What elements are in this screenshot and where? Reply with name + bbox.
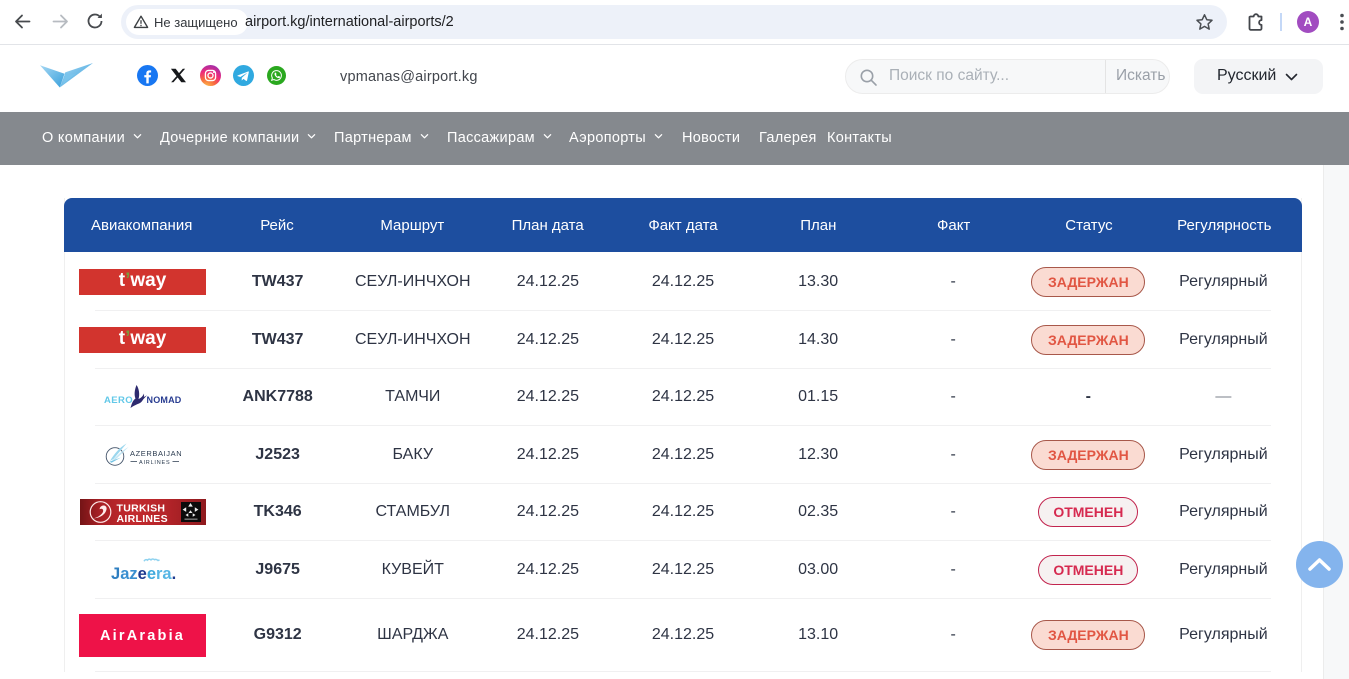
svg-text:NOMAD: NOMAD [146, 395, 181, 405]
svg-text:AERO: AERO [104, 395, 133, 406]
svg-text:Jazeera.: Jazeera. [111, 565, 176, 583]
svg-text:AZERBAIJAN: AZERBAIJAN [130, 449, 181, 458]
svg-text:AIRLINES: AIRLINES [116, 513, 167, 525]
svg-text:AIRLINES: AIRLINES [139, 460, 170, 466]
svg-text:TURKISH: TURKISH [116, 503, 165, 515]
